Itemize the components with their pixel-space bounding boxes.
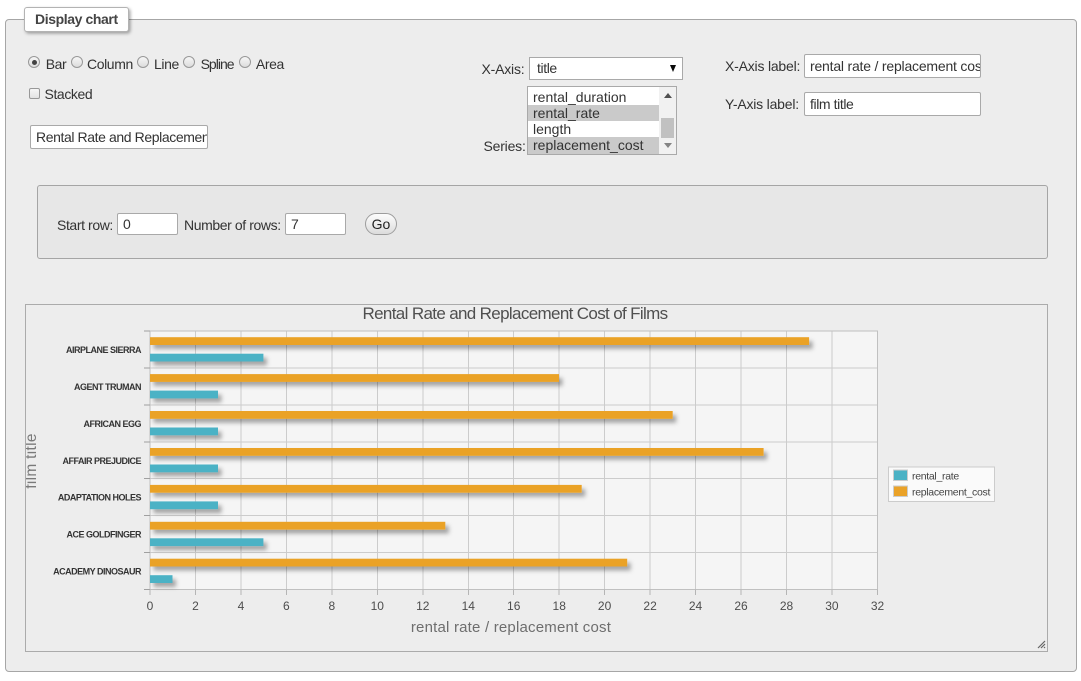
svg-text:AGENT TRUMAN: AGENT TRUMAN [74, 382, 141, 392]
svg-text:4: 4 [238, 599, 245, 613]
svg-text:ACADEMY DINOSAUR: ACADEMY DINOSAUR [53, 567, 142, 577]
svg-text:8: 8 [329, 599, 336, 613]
svg-text:AFRICAN EGG: AFRICAN EGG [84, 419, 142, 429]
svg-text:ACE GOLDFINGER: ACE GOLDFINGER [66, 530, 142, 540]
svg-text:18: 18 [553, 599, 567, 613]
svg-text:16: 16 [507, 599, 521, 613]
svg-text:10: 10 [371, 599, 385, 613]
svg-text:film title: film title [26, 433, 40, 489]
svg-text:6: 6 [283, 599, 290, 613]
svg-text:20: 20 [598, 599, 612, 613]
svg-text:rental_rate: rental_rate [912, 471, 959, 483]
svg-text:2: 2 [192, 599, 199, 613]
svg-text:24: 24 [689, 599, 703, 613]
svg-text:Rental Rate and Replacement Co: Rental Rate and Replacement Cost of Film… [363, 305, 668, 323]
svg-text:22: 22 [643, 599, 657, 613]
svg-text:AFFAIR PREJUDICE: AFFAIR PREJUDICE [62, 456, 141, 466]
svg-text:replacement_cost: replacement_cost [912, 487, 990, 499]
svg-text:rental rate / replacement cost: rental rate / replacement cost [411, 619, 612, 636]
svg-text:ADAPTATION HOLES: ADAPTATION HOLES [58, 493, 142, 503]
svg-text:AIRPLANE SIERRA: AIRPLANE SIERRA [66, 345, 142, 355]
svg-text:30: 30 [825, 599, 839, 613]
svg-text:0: 0 [147, 599, 154, 613]
svg-text:32: 32 [871, 599, 885, 613]
svg-text:28: 28 [780, 599, 794, 613]
svg-text:26: 26 [734, 599, 748, 613]
svg-text:12: 12 [416, 599, 430, 613]
svg-text:14: 14 [462, 599, 476, 613]
